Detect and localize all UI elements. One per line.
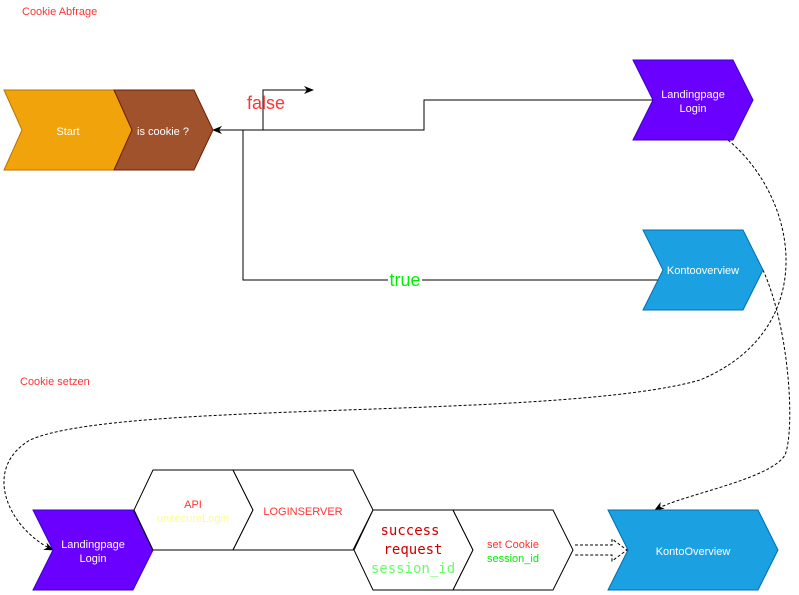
node-konto-top-label: Kontooverview	[667, 265, 739, 277]
node-success-label-1: success	[380, 523, 439, 539]
node-loginserver[interactable]: LOGINSERVER	[232, 469, 374, 551]
node-success-label-3: session_id	[371, 561, 455, 577]
node-landing-top[interactable]: Landingpage Login	[632, 59, 754, 141]
node-success-label-2: request	[383, 542, 442, 558]
node-success[interactable]: success request session_id	[353, 509, 474, 591]
edge-landing-to-iscookie	[212, 99, 653, 134]
node-api-label: API	[184, 499, 202, 511]
node-konto-bottom[interactable]: KontoOverview	[607, 509, 779, 591]
node-konto-bottom-label: KontoOverview	[656, 546, 731, 558]
node-start-label: Start	[56, 126, 79, 138]
node-is-cookie-label: is cookie ?	[137, 126, 189, 138]
node-set-cookie-label: set Cookie	[487, 539, 539, 551]
node-is-cookie[interactable]: is cookie ?	[113, 89, 214, 171]
edge-konto-to-iscookie	[242, 130, 663, 281]
section-title-bottom: Cookie setzen	[20, 376, 90, 388]
node-konto-top[interactable]: Kontooverview	[642, 229, 764, 311]
edge-double-arrow	[575, 538, 628, 562]
node-set-cookie-sublabel: session_id	[487, 553, 539, 565]
node-landing-top-label-2: Login	[680, 103, 707, 115]
node-landing-bottom-label-1: Landingpage	[61, 539, 125, 551]
node-set-cookie[interactable]: set Cookie session_id	[452, 509, 574, 591]
node-landing-bottom[interactable]: Landingpage Login	[32, 509, 154, 591]
edge-dashed-landing	[3, 139, 787, 551]
edge-false-stub	[262, 86, 314, 130]
node-start[interactable]: Start	[3, 89, 133, 171]
node-landing-top-label-1: Landingpage	[661, 89, 725, 101]
true-label: true	[389, 270, 420, 290]
section-title-top: Cookie Abfrage	[22, 6, 97, 18]
node-landing-bottom-label-2: Login	[80, 553, 107, 565]
node-loginserver-label: LOGINSERVER	[263, 506, 342, 518]
node-api[interactable]: API unsecureLogin	[133, 469, 254, 551]
false-label: false	[247, 93, 285, 113]
node-api-sublabel: unsecureLogin	[157, 513, 229, 525]
